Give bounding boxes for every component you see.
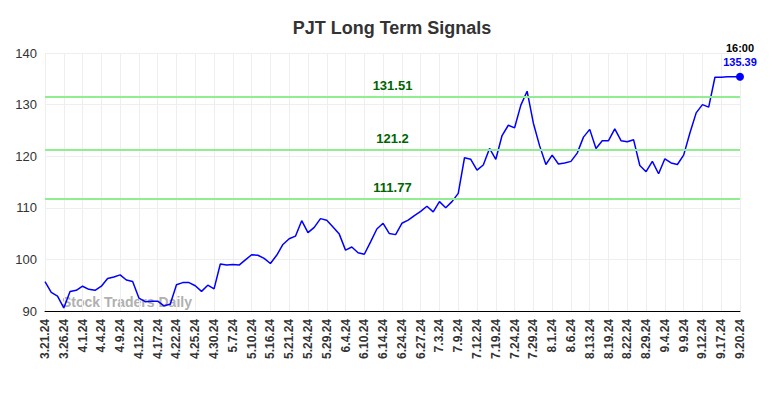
svg-text:6.24.24: 6.24.24 (395, 319, 409, 359)
svg-text:7.9.24: 7.9.24 (451, 319, 465, 353)
svg-text:5.24.24: 5.24.24 (301, 319, 315, 359)
svg-text:8.19.24: 8.19.24 (602, 319, 616, 359)
svg-text:6.4.24: 6.4.24 (339, 319, 353, 353)
svg-text:3.21.24: 3.21.24 (38, 319, 52, 359)
svg-text:5.21.24: 5.21.24 (282, 319, 296, 359)
svg-text:4.4.24: 4.4.24 (94, 319, 108, 353)
svg-text:16:00: 16:00 (726, 42, 754, 54)
svg-text:4.25.24: 4.25.24 (188, 319, 202, 359)
svg-text:8.1.24: 8.1.24 (545, 319, 559, 353)
svg-text:130: 130 (15, 97, 37, 112)
svg-text:4.9.24: 4.9.24 (113, 319, 127, 353)
svg-text:8.6.24: 8.6.24 (564, 319, 578, 353)
svg-text:4.22.24: 4.22.24 (169, 319, 183, 359)
svg-text:4.1.24: 4.1.24 (76, 319, 90, 353)
svg-text:3.26.24: 3.26.24 (57, 319, 71, 359)
svg-text:5.29.24: 5.29.24 (320, 319, 334, 359)
svg-text:100: 100 (15, 252, 37, 267)
svg-text:120: 120 (15, 149, 37, 164)
svg-text:135.39: 135.39 (723, 56, 757, 68)
svg-text:7.3.24: 7.3.24 (432, 319, 446, 353)
svg-text:7.19.24: 7.19.24 (489, 319, 503, 359)
svg-text:PJT Long Term Signals: PJT Long Term Signals (293, 18, 492, 38)
svg-text:131.51: 131.51 (373, 78, 413, 93)
svg-text:121.2: 121.2 (376, 131, 409, 146)
svg-text:7.12.24: 7.12.24 (470, 319, 484, 359)
svg-text:9.20.24: 9.20.24 (733, 319, 747, 359)
svg-text:5.7.24: 5.7.24 (226, 319, 240, 353)
svg-text:4.30.24: 4.30.24 (207, 319, 221, 359)
svg-text:4.12.24: 4.12.24 (132, 319, 146, 359)
svg-text:4.17.24: 4.17.24 (151, 319, 165, 359)
svg-text:8.29.24: 8.29.24 (639, 319, 653, 359)
svg-text:9.12.24: 9.12.24 (695, 319, 709, 359)
svg-text:5.16.24: 5.16.24 (263, 319, 277, 359)
svg-text:6.10.24: 6.10.24 (357, 319, 371, 359)
svg-text:5.10.24: 5.10.24 (245, 319, 259, 359)
svg-text:6.14.24: 6.14.24 (376, 319, 390, 359)
svg-text:140: 140 (15, 46, 37, 61)
svg-text:111.77: 111.77 (373, 180, 411, 195)
svg-text:110: 110 (16, 200, 37, 215)
svg-text:9.9.24: 9.9.24 (677, 319, 691, 353)
svg-text:6.27.24: 6.27.24 (414, 319, 428, 359)
svg-text:90: 90 (23, 304, 37, 319)
svg-text:7.24.24: 7.24.24 (508, 319, 522, 359)
svg-text:8.22.24: 8.22.24 (620, 319, 634, 359)
svg-text:7.29.24: 7.29.24 (526, 319, 540, 359)
svg-text:Stock Traders Daily: Stock Traders Daily (62, 294, 192, 310)
svg-text:8.13.24: 8.13.24 (583, 319, 597, 359)
svg-text:9.17.24: 9.17.24 (714, 319, 728, 359)
svg-text:9.4.24: 9.4.24 (658, 319, 672, 353)
